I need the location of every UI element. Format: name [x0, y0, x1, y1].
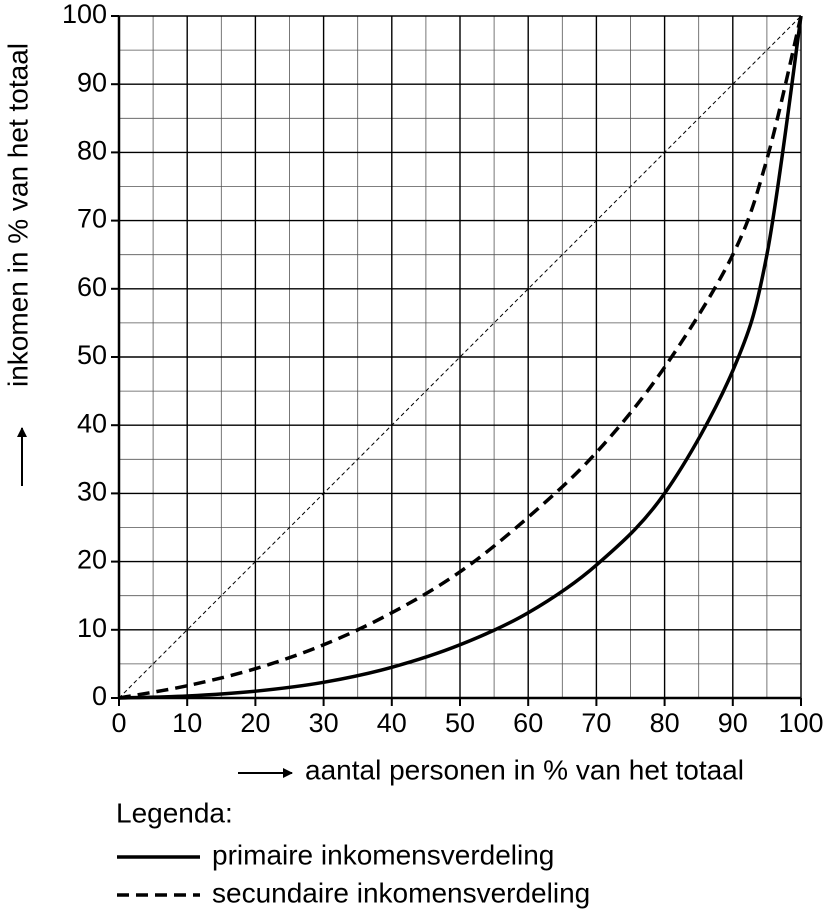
y-tick-label: 10 — [77, 613, 107, 643]
x-tick-label: 70 — [581, 708, 611, 738]
y-tick-label: 30 — [77, 477, 107, 507]
plot — [118, 15, 803, 700]
y-tick-label: 80 — [77, 136, 107, 166]
y-tick-label: 90 — [77, 67, 107, 97]
labels: 0 10 20 30 40 50 60 70 80 90 100 0 10 20 30 40 50 60 70 80 9… — [62, 0, 824, 908]
x-tick-label: 80 — [650, 708, 680, 738]
x-axis-label: aantal personen in % van het totaal — [305, 754, 744, 785]
x-tick-label: 40 — [377, 708, 407, 738]
legend-label: secundaire inkomensverdeling — [212, 877, 590, 908]
legend-label: primaire inkomensverdeling — [212, 839, 554, 870]
series-line — [118, 15, 803, 700]
x-tick-label: 90 — [718, 708, 748, 738]
x-tick-label: 10 — [172, 708, 202, 738]
y-tick-label: 100 — [62, 0, 107, 29]
y-tick-label: 0 — [92, 681, 107, 711]
y-tick-label: 60 — [77, 272, 107, 302]
grid — [111, 15, 802, 706]
y-tick-label: 50 — [77, 340, 107, 370]
x-tick-label: 30 — [309, 708, 339, 738]
x-tick-label: 50 — [445, 708, 475, 738]
y-axis-label: inkomen in % van het totaal — [2, 43, 33, 387]
x-tick-label: 60 — [513, 708, 543, 738]
y-tick-label: 70 — [77, 204, 107, 234]
y-tick-label: 20 — [77, 545, 107, 575]
series-line — [118, 15, 803, 700]
legend-title: Legenda: — [116, 797, 233, 828]
y-tick-label: 40 — [77, 408, 107, 438]
x-tick-label: 0 — [111, 708, 126, 738]
x-tick-label: 100 — [778, 708, 823, 738]
x-tick-label: 20 — [240, 708, 270, 738]
